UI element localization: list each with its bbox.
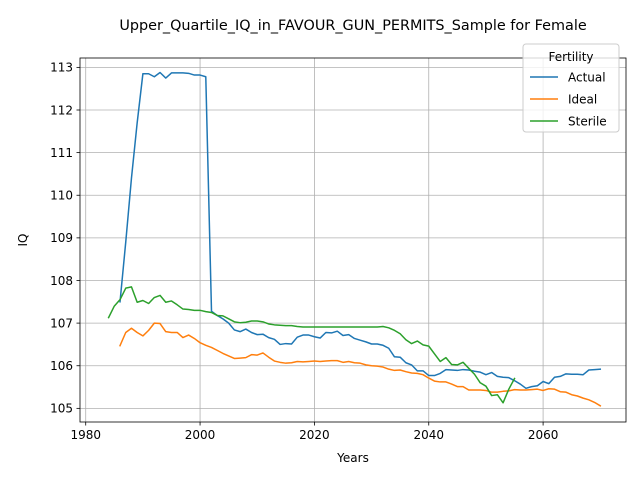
legend: Fertility Actual Ideal Sterile: [522, 43, 620, 133]
x-tick-label: 1980: [70, 428, 101, 442]
y-tick-label: 110: [50, 189, 73, 203]
legend-label-ideal: Ideal: [568, 92, 597, 106]
legend-label-actual: Actual: [568, 70, 606, 84]
chart-title: Upper_Quartile_IQ_in_FAVOUR_GUN_PERMITS_…: [119, 18, 587, 34]
legend-items: Actual Ideal Sterile: [530, 70, 607, 128]
y-tick-label: 108: [50, 274, 73, 288]
legend-box: [522, 43, 620, 133]
series-line-sterile: [107, 286, 516, 404]
x-axis-label: Years: [336, 451, 369, 465]
series-lines: [107, 71, 602, 407]
plot-frame: [79, 57, 627, 423]
x-tick-label: 2040: [413, 428, 444, 442]
y-tick-label: 109: [50, 231, 73, 245]
series-line-ideal: [119, 322, 602, 407]
y-tick-label: 107: [50, 316, 73, 330]
y-tick-label: 105: [50, 402, 73, 416]
grid: [80, 58, 626, 422]
y-tick-label: 106: [50, 359, 73, 373]
y-axis-label: IQ: [16, 234, 30, 247]
x-tick-label: 2000: [185, 428, 216, 442]
series-line-actual: [119, 71, 602, 390]
legend-label-sterile: Sterile: [568, 114, 607, 128]
y-tick-label: 111: [50, 146, 73, 160]
y-tick-label: 113: [50, 61, 73, 75]
x-tick-label: 2060: [528, 428, 559, 442]
x-axis-ticks: 1980 2000 2020 2040 2060: [70, 422, 558, 442]
x-tick-label: 2020: [299, 428, 330, 442]
y-tick-label: 112: [50, 103, 73, 117]
y-axis-ticks: 105 106 107 108 109 110 111 112 113: [50, 61, 80, 416]
legend-title: Fertility: [548, 50, 593, 64]
